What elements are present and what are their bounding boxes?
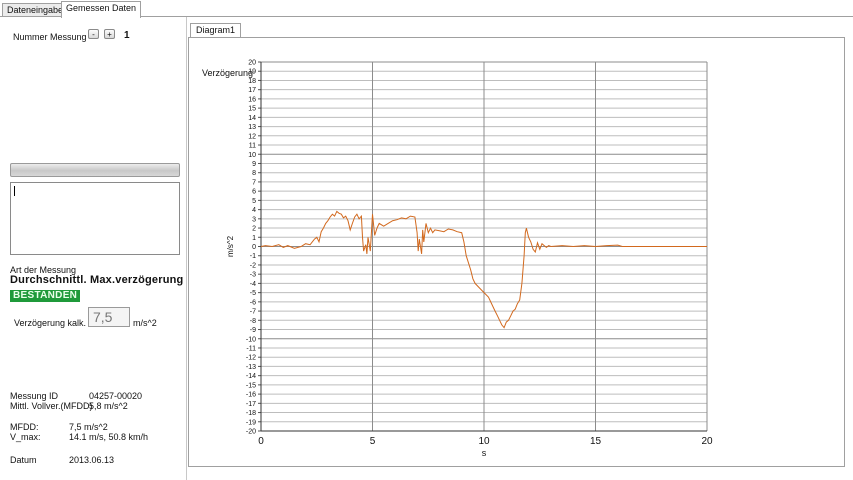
measurement-type: Durchschnittl. Max.verzögerung bbox=[10, 274, 184, 286]
mfdd-label: MFDD: bbox=[10, 422, 39, 432]
y-tick-label: -7 bbox=[250, 309, 256, 316]
left-panel: Nummer Messung - + 1 Art der Messung Dur… bbox=[0, 17, 186, 480]
y-tick-label: -9 bbox=[250, 327, 256, 334]
y-tick-label: 4 bbox=[252, 207, 256, 214]
y-tick-label: 8 bbox=[252, 170, 256, 177]
y-tick-label: 15 bbox=[248, 106, 256, 113]
y-tick-label: 10 bbox=[248, 152, 256, 159]
y-tick-label: -4 bbox=[250, 281, 256, 288]
y-tick-label: -10 bbox=[246, 336, 256, 343]
vmax-value: 14.1 m/s, 50.8 km/h bbox=[69, 432, 149, 442]
panel-divider bbox=[186, 17, 187, 480]
messung-id-value: 04257-00020 bbox=[89, 391, 143, 401]
y-tick-label: -6 bbox=[250, 299, 256, 306]
diagram-panel: 20 19 18 17 16 15 14 13 12 11 10 9 8 7 6 5 4 3 2 1 0 -1 -2 -3 -4… bbox=[188, 37, 845, 467]
datum-label: Datum bbox=[10, 455, 37, 465]
y-tick-label: -13 bbox=[246, 364, 256, 371]
x-tick-label: 15 bbox=[590, 436, 602, 447]
y-tick-label: 13 bbox=[248, 124, 256, 131]
y-tick-label: -20 bbox=[246, 429, 256, 436]
y-tick-label: 3 bbox=[252, 216, 256, 223]
deceleration-chart: 20191817161514131211109876543210-1-2-3-4… bbox=[202, 60, 713, 459]
datum-value: 2013.06.13 bbox=[69, 455, 115, 465]
y-tick-label: -5 bbox=[250, 290, 256, 297]
verzoegerung-kalk-label: Verzögerung kalk. bbox=[14, 318, 87, 328]
y-tick-label: 9 bbox=[252, 161, 256, 168]
deceleration-series-line bbox=[260, 210, 707, 329]
y-tick-label: 11 bbox=[249, 143, 256, 150]
vmax-label: V_max: bbox=[10, 432, 41, 442]
messung-id-label: Messung ID bbox=[10, 391, 59, 401]
y-tick-label: 0 bbox=[252, 244, 256, 251]
y-tick-label: 20 bbox=[248, 60, 256, 67]
x-axis-label: s bbox=[482, 448, 487, 458]
next-measurement-button[interactable]: + bbox=[104, 29, 115, 39]
y-tick-label: -12 bbox=[246, 355, 256, 362]
y-tick-label: -3 bbox=[250, 272, 256, 279]
y-tick-label: 16 bbox=[248, 96, 256, 103]
y-tick-label: 18 bbox=[248, 78, 256, 85]
x-tick-label: 10 bbox=[478, 436, 490, 447]
verzoegerung-value-field[interactable]: 7,5 bbox=[88, 307, 130, 327]
y-tick-label: -8 bbox=[250, 318, 256, 325]
y-tick-label: -11 bbox=[246, 345, 256, 352]
progress-bar bbox=[10, 163, 180, 177]
y-tick-labels: 20191817161514131211109876543210-1-2-3-4… bbox=[246, 60, 256, 436]
y-tick-label: 14 bbox=[248, 115, 256, 122]
y-tick-label: 2 bbox=[252, 226, 256, 233]
x-tick-labels: 0 5 10 15 20 bbox=[258, 436, 713, 447]
x-tick-label: 0 bbox=[258, 436, 264, 447]
status-badge: BESTANDEN bbox=[10, 290, 81, 302]
nummer-messung-label: Nummer Messung bbox=[13, 32, 87, 42]
series-label: Verzögerung bbox=[202, 68, 253, 78]
y-tick-label: -18 bbox=[246, 410, 256, 417]
y-tick-label: -17 bbox=[246, 401, 256, 408]
x-tick-label: 20 bbox=[701, 436, 713, 447]
measurement-number: 1 bbox=[124, 30, 130, 41]
y-tick-label: 12 bbox=[248, 133, 256, 140]
y-tick-label: -2 bbox=[250, 262, 256, 269]
previous-measurement-button[interactable]: - bbox=[88, 29, 99, 39]
y-tick-label: 7 bbox=[252, 179, 256, 186]
mittl-vollver-value: 5,8 m/s^2 bbox=[89, 401, 128, 411]
tab-dateneingabe[interactable]: Dateneingabe bbox=[2, 3, 69, 17]
y-tick-label: -1 bbox=[250, 253, 256, 260]
y-tick-label: -15 bbox=[246, 382, 256, 389]
text-caret bbox=[14, 186, 15, 196]
y-tick-label: -14 bbox=[246, 373, 256, 380]
y-axis-label: m/s^2 bbox=[226, 235, 235, 257]
tab-strip: Dateneingabe Gemessen Daten bbox=[0, 0, 853, 18]
tab-diagram1[interactable]: Diagram1 bbox=[190, 23, 242, 37]
tab-gemessen-daten[interactable]: Gemessen Daten bbox=[61, 1, 142, 18]
y-tick-label: 6 bbox=[252, 189, 256, 196]
y-tick-label: -19 bbox=[246, 419, 256, 426]
y-tick-label: 17 bbox=[248, 87, 256, 94]
mittl-vollver-label: Mittl. Vollver.(MFDD) bbox=[10, 401, 93, 411]
y-tick-label: 1 bbox=[252, 235, 256, 242]
y-tick-label: 19 bbox=[248, 69, 256, 76]
x-tick-label: 5 bbox=[370, 436, 376, 447]
art-der-messung-label: Art der Messung bbox=[10, 265, 77, 275]
y-tick-label: -16 bbox=[246, 392, 256, 399]
verzoegerung-unit: m/s^2 bbox=[133, 318, 157, 328]
tab-divider-line bbox=[0, 16, 853, 17]
y-tick-label: 5 bbox=[252, 198, 256, 205]
mfdd-value: 7,5 m/s^2 bbox=[69, 422, 108, 432]
notes-textbox[interactable] bbox=[10, 182, 180, 255]
